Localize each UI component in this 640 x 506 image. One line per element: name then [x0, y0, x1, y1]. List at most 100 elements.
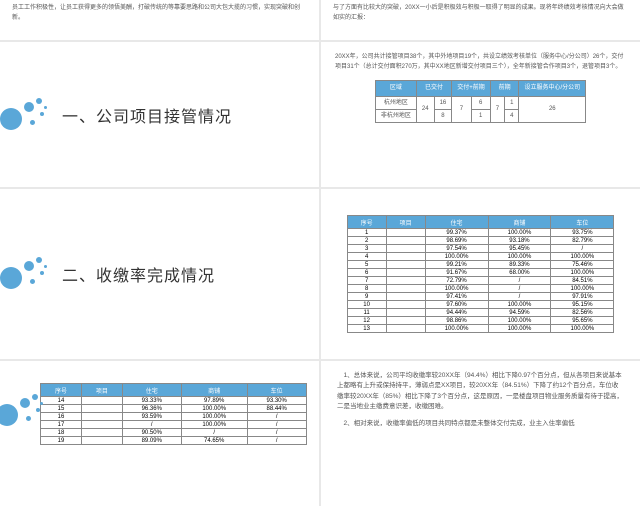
summary-p1: 1、总体来说，公司平均收缴率较20XX年（94.4%）相比下降0.97个百分点，…: [337, 371, 624, 413]
td: 非杭州地区: [375, 109, 416, 122]
td: 98.86%: [425, 317, 488, 325]
td: 95.65%: [551, 317, 614, 325]
td: 4: [347, 253, 386, 261]
td: [81, 429, 122, 437]
th: 交付+前期: [452, 81, 491, 96]
td: [386, 253, 425, 261]
td: [386, 301, 425, 309]
td: 93.18%: [488, 237, 551, 245]
td: 13: [347, 325, 386, 333]
th: 区域: [375, 81, 416, 96]
th: 序号: [347, 216, 386, 229]
td: [81, 397, 122, 405]
summary-p2: 2、相对来说，收缴率偏低的项目共同特点都是未整体交付完成，业主入住率偏低: [337, 419, 624, 429]
td: 4: [505, 109, 519, 122]
td: 99.37%: [425, 229, 488, 237]
table-row: 1693.59%100.00%/: [41, 413, 307, 421]
th: 商铺: [181, 384, 247, 397]
slide2-text: 与了方面有比较大的突破，20XX一小后是积极效与积极一取得了明显的成果。现将年终…: [333, 5, 624, 21]
table-rates: 序号项目住宅商铺车位 199.37%100.00%93.75%298.69%93…: [347, 215, 615, 333]
slide-heading-2: 二、收缴率完成情况: [0, 189, 319, 359]
slide-top-left: 员工工作积极性，让员工获得更多的领悟美酬，打破传统的等靠要思路和公司大包大揽的习…: [0, 0, 319, 40]
td: 杭州地区: [375, 96, 416, 109]
td: 1: [471, 109, 490, 122]
table-row: 772.79%/84.51%: [347, 277, 614, 285]
td: 98.69%: [425, 237, 488, 245]
td: 100.00%: [488, 229, 551, 237]
bubble-decoration: [0, 80, 70, 150]
bubble-decoration: [0, 239, 70, 309]
td: 7: [490, 96, 504, 122]
th: 设立服务中心/分公司: [519, 81, 586, 96]
td: [386, 269, 425, 277]
td: 5: [347, 261, 386, 269]
td: 94.44%: [425, 309, 488, 317]
td: [386, 325, 425, 333]
td: 72.79%: [425, 277, 488, 285]
td: 12: [347, 317, 386, 325]
td: 82.79%: [551, 237, 614, 245]
table-region: 区域 已交付 交付+前期 前期 设立服务中心/分公司 杭州地区 24 16 7 …: [375, 80, 586, 123]
td: 100.00%: [488, 325, 551, 333]
td: 100.00%: [425, 325, 488, 333]
th: 商铺: [488, 216, 551, 229]
td: [386, 285, 425, 293]
td: 91.67%: [425, 269, 488, 277]
td: 100.00%: [551, 253, 614, 261]
td: /: [247, 413, 306, 421]
td: 75.46%: [551, 261, 614, 269]
td: 6: [471, 96, 490, 109]
slide-top-right: 与了方面有比较大的突破，20XX一小后是积极效与积极一取得了明显的成果。现将年终…: [321, 0, 640, 40]
table-row: 17/100.00%/: [41, 421, 307, 429]
td: [386, 317, 425, 325]
td: 93.30%: [247, 397, 306, 405]
td: 100.00%: [551, 325, 614, 333]
td: /: [247, 421, 306, 429]
table-header-row: 序号项目住宅商铺车位: [347, 216, 614, 229]
table-header-row: 序号项目住宅商铺车位: [41, 384, 307, 397]
td: 100.00%: [488, 301, 551, 309]
slide-summary: 1、总体来说，公司平均收缴率较20XX年（94.4%）相比下降0.97个百分点，…: [321, 361, 640, 506]
td: 3: [347, 245, 386, 253]
td: [386, 309, 425, 317]
table-row: 1989.09%74.65%/: [41, 437, 307, 445]
th: 已交付: [416, 81, 451, 96]
td: 89.33%: [488, 261, 551, 269]
slide1-text: 员工工作积极性，让员工获得更多的领悟美酬，打破传统的等靠要思路和公司大包大揽的习…: [12, 5, 300, 21]
td: 10: [347, 301, 386, 309]
table-header-row: 区域 已交付 交付+前期 前期 设立服务中心/分公司: [375, 81, 585, 96]
td: 100.00%: [181, 405, 247, 413]
td: 100.00%: [488, 317, 551, 325]
td: /: [181, 429, 247, 437]
td: /: [488, 285, 551, 293]
td: 90.50%: [122, 429, 181, 437]
td: 97.54%: [425, 245, 488, 253]
td: 84.51%: [551, 277, 614, 285]
td: /: [551, 245, 614, 253]
table-row: 1493.33%97.89%93.30%: [41, 397, 307, 405]
td: 99.21%: [425, 261, 488, 269]
td: 7: [347, 277, 386, 285]
s4-text: 20XX年，公司共计接管项目38个，其中外地项目19个，共设立绩效考核单位（服务…: [335, 52, 626, 72]
td: 100.00%: [181, 413, 247, 421]
td: 100.00%: [425, 253, 488, 261]
td: 26: [519, 96, 586, 122]
th: 车位: [551, 216, 614, 229]
td: 93.33%: [122, 397, 181, 405]
td: [386, 229, 425, 237]
th: 前期: [490, 81, 519, 96]
slide-heading-1: 一、公司项目接管情况: [0, 42, 319, 187]
td: /: [122, 421, 181, 429]
td: [386, 245, 425, 253]
th: 住宅: [122, 384, 181, 397]
td: 97.89%: [181, 397, 247, 405]
td: 8: [347, 285, 386, 293]
table-row: 997.41%/97.91%: [347, 293, 614, 301]
table-row: 397.54%95.45%/: [347, 245, 614, 253]
table-row: 298.69%93.18%82.79%: [347, 237, 614, 245]
slide-table-1: 20XX年，公司共计接管项目38个，其中外地项目19个，共设立绩效考核单位（服务…: [321, 42, 640, 187]
td: 24: [416, 96, 434, 122]
td: [81, 437, 122, 445]
td: [386, 261, 425, 269]
td: 100.00%: [551, 269, 614, 277]
